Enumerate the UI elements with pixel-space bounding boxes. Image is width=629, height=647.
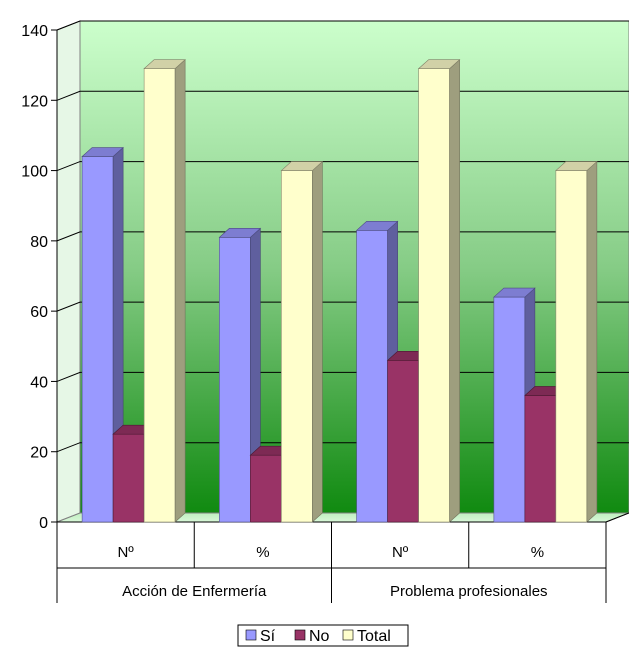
bar-front [81,156,114,523]
legend-box [237,624,409,647]
y-tick-label: 60 [30,304,48,321]
legend-label: No [309,628,330,645]
bar-front [356,230,388,523]
x-tick-label: Nº [117,544,134,561]
x-tick-label: % [531,544,544,561]
bar-top [417,59,461,69]
legend[interactable]: Sí No Total [237,624,409,647]
y-tick-label: 0 [39,515,48,532]
y-tick-label: 100 [21,164,48,181]
bar-total[interactable] [280,160,324,523]
bar-front [493,296,526,523]
bar-side [586,160,598,523]
bar-front [143,68,176,523]
bar-front [281,170,313,523]
bar-front [250,454,282,523]
bar-front [387,360,419,523]
y-tick-label: 20 [30,445,48,462]
group-label: Problema profesionales [390,583,548,600]
legend-item-no[interactable]: No [294,628,330,645]
bar-front [555,170,588,523]
legend-swatch [294,629,306,641]
x-axis-depth [605,512,629,523]
category-labels: Acción de Enfermería Problema profesional… [117,544,547,600]
y-tick-label: 80 [30,234,48,251]
bar-total[interactable] [143,58,186,523]
legend-label: Total [357,628,391,645]
bar-side [312,160,323,523]
bar-front [112,433,145,523]
y-tick-label: 120 [21,93,48,110]
bar-top [555,161,598,171]
gridline [56,20,629,31]
bar-top [81,147,124,157]
bar-front [219,237,251,523]
legend-swatch [342,629,354,641]
x-tick-label: Nº [392,544,409,561]
bar-total[interactable] [417,58,461,523]
bar-front [418,68,450,523]
legend-swatch [245,629,257,641]
bar-top [218,228,262,238]
bars [81,58,598,523]
y-tick-label: 40 [30,374,48,391]
y-tick-label: 140 [21,23,48,40]
bar-top [280,161,324,171]
bar-top [143,59,186,69]
bar-total[interactable] [555,160,598,523]
bar-side [174,58,186,523]
x-tick-label: % [256,544,269,561]
bar-side [449,58,460,523]
bar-top [493,287,536,298]
legend-label: Sí [260,628,276,645]
legend-item-total[interactable]: Total [342,628,391,645]
bar-top [355,221,399,231]
group-label: Acción de Enfermería [122,583,267,600]
bar-front [524,395,557,523]
legend-item-sí[interactable]: Sí [245,628,276,645]
